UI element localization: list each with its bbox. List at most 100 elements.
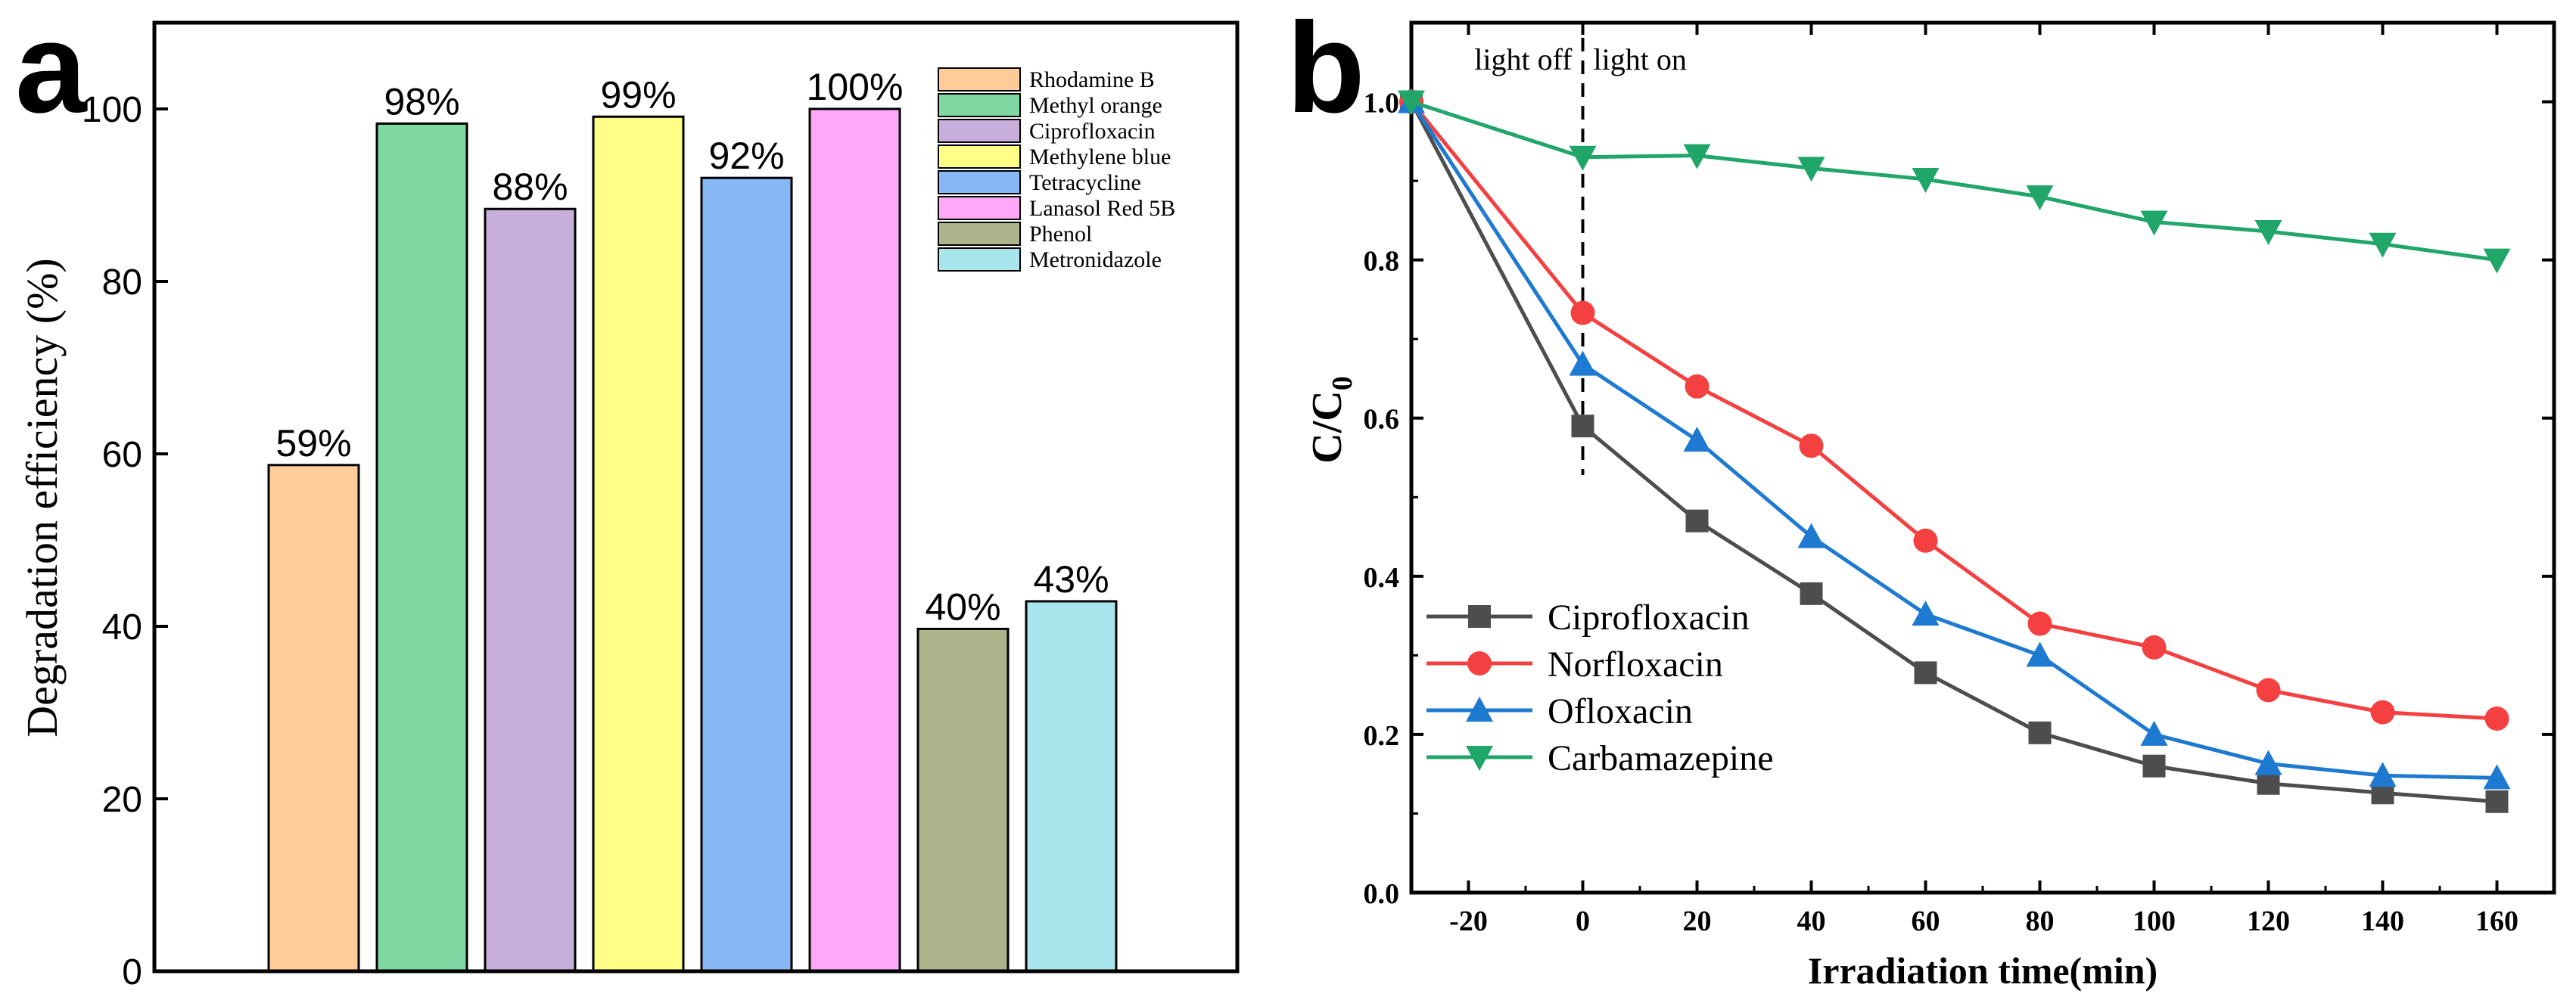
- data-point-carbamazepine: [1683, 144, 1711, 169]
- legend-swatch: [938, 222, 1021, 246]
- data-point-norfloxacin: [2142, 635, 2167, 660]
- series-line-ofloxacin: [1409, 101, 2497, 780]
- data-point-norfloxacin: [2256, 678, 2281, 703]
- legend-swatch: [938, 247, 1021, 272]
- legend-swatch: [938, 196, 1021, 220]
- legend-label: Methyl orange: [1029, 93, 1162, 118]
- b-legend: Ciprofloxacin Norfloxacin Ofloxacin Carbama…: [1426, 598, 1774, 778]
- legend-label: Rhodamine B: [1029, 67, 1155, 92]
- data-point-carbamazepine: [1569, 145, 1597, 171]
- a-y-tick-label: 100: [82, 90, 142, 130]
- b-y-tick-label: 0.0: [1364, 878, 1400, 910]
- data-point-carbamazepine: [2026, 185, 2054, 210]
- series-line-ciprofloxacin: [1409, 101, 2497, 804]
- legend-label: Metronidazole: [1029, 247, 1162, 272]
- legend-label: Tetracycline: [1029, 170, 1141, 195]
- series-carbamazepine: [1398, 90, 2511, 274]
- data-point-carbamazepine: [1912, 168, 1940, 193]
- data-point-norfloxacin: [1799, 433, 1824, 458]
- legend-label: Ciprofloxacin: [1548, 598, 1750, 638]
- series-line-carbamazepine: [1411, 100, 2497, 262]
- a-plot-frame: [152, 20, 1240, 974]
- b-x-tick-label: 40: [1797, 905, 1826, 937]
- legend-swatch: [938, 93, 1021, 117]
- data-point-carbamazepine: [2254, 220, 2282, 245]
- legend-label: Methylene blue: [1029, 144, 1171, 169]
- bar-data-label: 43%: [1033, 558, 1109, 601]
- legend-label: Ofloxacin: [1548, 691, 1693, 731]
- b-x-tick-label: 20: [1683, 905, 1712, 937]
- a-y-tick-label: 0: [122, 952, 142, 992]
- bar-data-label: 98%: [384, 80, 459, 123]
- a-y-tick-label: 80: [102, 262, 142, 303]
- a-y-tick-label: 40: [102, 607, 142, 648]
- legend-label: Carbamazepine: [1548, 738, 1774, 778]
- a-y-tick-label: 20: [102, 780, 142, 820]
- data-point-norfloxacin: [1913, 528, 1938, 553]
- bar-data-label: 99%: [600, 73, 676, 116]
- b-x-tick-label: 140: [2361, 905, 2404, 937]
- bar-metronidazole: [1025, 600, 1118, 973]
- legend-marker: [1467, 651, 1492, 675]
- bar-tetracycline: [700, 176, 793, 973]
- b-y-axis-label: C/C0: [1304, 376, 1358, 463]
- data-point-carbamazepine: [1398, 90, 1425, 116]
- b-y-tick-label: 0.8: [1364, 246, 1400, 278]
- bar-data-label: 88%: [492, 166, 568, 208]
- data-point-ofloxacin: [2369, 762, 2397, 787]
- b-y-axis-label-main: C/C: [1304, 390, 1351, 463]
- data-point-ofloxacin: [1569, 350, 1597, 376]
- legend-label: Ciprofloxacin: [1029, 119, 1156, 144]
- legend-marker: [1468, 605, 1491, 628]
- b-y-axis-label-sub: 0: [1327, 376, 1358, 390]
- data-point-norfloxacin: [2484, 707, 2509, 731]
- bar-methyl-orange: [375, 122, 468, 973]
- b-x-axis-label: Irradiation time(min): [1808, 949, 2158, 992]
- series-line-norfloxacin: [1410, 100, 2497, 721]
- bar-lanasol-red-5b: [808, 107, 901, 973]
- legend-marker: [1466, 746, 1493, 771]
- legend-swatch: [938, 144, 1021, 169]
- data-point-ciprofloxacin: [2142, 754, 2166, 778]
- data-point-ciprofloxacin: [1571, 415, 1594, 438]
- panel-a-bar-chart: a 59% 98% 88% 99% 92% 100% 40% 43% 0 20 40 60 80 100…: [15, 0, 1240, 992]
- b-plot-frame: [1409, 20, 2556, 895]
- data-point-ciprofloxacin: [2257, 772, 2280, 795]
- bar-phenol: [916, 627, 1010, 973]
- data-point-ciprofloxacin: [1800, 582, 1823, 605]
- data-point-carbamazepine: [2483, 248, 2511, 274]
- bar-data-label: 92%: [708, 135, 784, 177]
- data-point-ciprofloxacin: [1685, 509, 1709, 533]
- bar-data-label: 100%: [807, 66, 904, 108]
- legend-swatch: [938, 170, 1021, 194]
- data-point-ofloxacin: [1912, 601, 1940, 626]
- a-y-axis: 0 20 40 60 80 100: [82, 90, 168, 992]
- data-point-carbamazepine: [1797, 157, 1825, 182]
- b-x-tick-label: 60: [1912, 905, 1940, 937]
- b-axes: -20 0 20 40 60 80 100 120 140 160 0.0 0.2 0.4 0.6 0.8 1…: [1364, 21, 2556, 937]
- legend-marker: [1466, 697, 1493, 722]
- bar-ciprofloxacin: [484, 207, 577, 973]
- data-point-norfloxacin: [1570, 300, 1595, 325]
- b-x-tick-label: 80: [2026, 905, 2055, 937]
- bar-data-label: 40%: [925, 585, 1000, 628]
- data-point-ofloxacin: [2026, 641, 2054, 667]
- legend-label: Norfloxacin: [1548, 644, 1723, 685]
- panel-label-a: a: [15, 0, 88, 140]
- data-point-ofloxacin: [2483, 764, 2511, 790]
- a-y-axis-label: Degradation efficiency (%): [17, 258, 67, 737]
- b-x-tick-label: 0: [1576, 905, 1590, 937]
- data-point-ofloxacin: [2254, 750, 2282, 775]
- b-x-tick-label: 100: [2133, 905, 2176, 937]
- bar-rhodamine-b: [267, 464, 360, 973]
- a-y-tick-label: 60: [102, 435, 142, 475]
- data-point-ofloxacin: [2140, 720, 2168, 746]
- legend-swatch: [938, 67, 1021, 92]
- light-off-annotation: light off: [1474, 42, 1573, 76]
- legend-label: Lanasol Red 5B: [1029, 196, 1175, 221]
- svg-text:C/C0: C/C0: [1304, 376, 1358, 463]
- b-y-tick-label: 0.4: [1364, 562, 1400, 594]
- b-x-tick-label: -20: [1449, 905, 1488, 937]
